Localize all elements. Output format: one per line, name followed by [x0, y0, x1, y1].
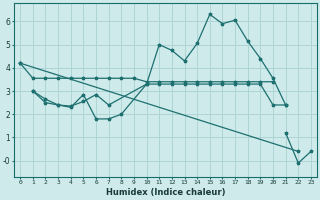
X-axis label: Humidex (Indice chaleur): Humidex (Indice chaleur): [106, 188, 225, 197]
